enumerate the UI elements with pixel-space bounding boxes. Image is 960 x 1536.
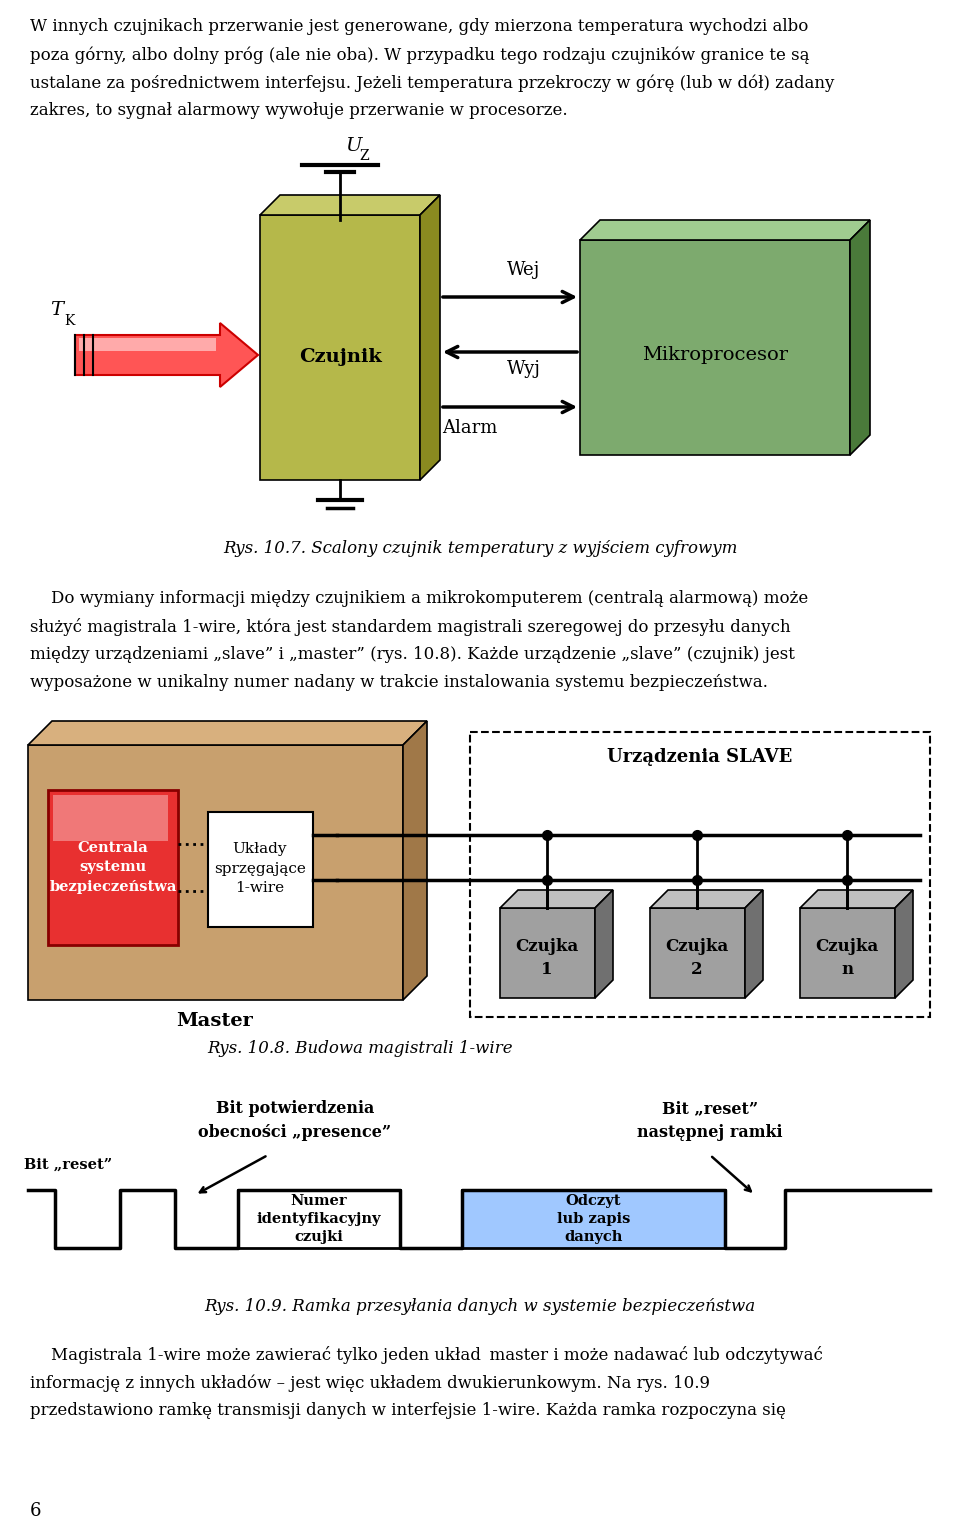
Text: Bit potwierdzenia: Bit potwierdzenia <box>216 1100 374 1117</box>
Text: przedstawiono ramkę transmisji danych w interfejsie 1-wire. Każda ramka rozpoczy: przedstawiono ramkę transmisji danych w … <box>30 1402 786 1419</box>
Text: Master: Master <box>177 1012 253 1031</box>
Polygon shape <box>28 745 403 1000</box>
Polygon shape <box>260 215 420 479</box>
Text: Mikroprocesor: Mikroprocesor <box>642 346 788 364</box>
Text: Rys. 10.8. Budowa magistrali 1-wire: Rys. 10.8. Budowa magistrali 1-wire <box>207 1040 513 1057</box>
Polygon shape <box>208 813 313 928</box>
Text: Odczyt
lub zapis
danych: Odczyt lub zapis danych <box>557 1193 630 1244</box>
Text: Bit „reset”: Bit „reset” <box>662 1100 758 1117</box>
Polygon shape <box>800 908 895 998</box>
Polygon shape <box>28 720 427 745</box>
Polygon shape <box>650 908 745 998</box>
Text: W innych czujnikach przerwanie jest generowane, gdy mierzona temperatura wychodz: W innych czujnikach przerwanie jest gene… <box>30 18 808 35</box>
Text: wyposażone w unikalny numer nadany w trakcie instalowania systemu bezpieczeństwa: wyposażone w unikalny numer nadany w tra… <box>30 674 768 691</box>
Polygon shape <box>79 338 216 352</box>
Polygon shape <box>895 889 913 998</box>
Polygon shape <box>500 889 613 908</box>
Text: Czujka
1: Czujka 1 <box>516 938 579 977</box>
Text: Czujka
n: Czujka n <box>815 938 878 977</box>
Text: następnej ramki: następnej ramki <box>637 1124 782 1141</box>
Text: Numer
identyfikacyjny
czujki: Numer identyfikacyjny czujki <box>256 1193 381 1244</box>
Polygon shape <box>48 790 178 945</box>
Text: Wyj: Wyj <box>507 359 540 378</box>
Polygon shape <box>580 240 850 455</box>
Polygon shape <box>420 195 440 479</box>
Text: Bit „reset”: Bit „reset” <box>24 1158 112 1172</box>
Text: Układy
sprzęgające
1-wire: Układy sprzęgające 1-wire <box>214 843 306 895</box>
Text: zakres, to sygnał alarmowy wywołuje przerwanie w procesorze.: zakres, to sygnał alarmowy wywołuje prze… <box>30 101 567 118</box>
Text: ustalane za pośrednictwem interfejsu. Jeżeli temperatura przekroczy w górę (lub : ustalane za pośrednictwem interfejsu. Je… <box>30 74 834 92</box>
Polygon shape <box>580 220 870 240</box>
Polygon shape <box>53 796 168 842</box>
Polygon shape <box>238 1190 400 1247</box>
Text: służyć magistrala 1-wire, która jest standardem magistrali szeregowej do przesył: służyć magistrala 1-wire, która jest sta… <box>30 617 791 636</box>
Text: informację z innych układów – jest więc układem dwukierunkowym. Na rys. 10.9: informację z innych układów – jest więc … <box>30 1375 710 1392</box>
Polygon shape <box>403 720 427 1000</box>
Text: Wej: Wej <box>508 261 540 280</box>
Polygon shape <box>500 908 595 998</box>
Text: Urządzenia SLAVE: Urządzenia SLAVE <box>608 748 793 766</box>
Polygon shape <box>800 889 913 908</box>
Text: Centrala
systemu
bezpieczeństwa: Centrala systemu bezpieczeństwa <box>49 840 177 894</box>
Text: Rys. 10.7. Scalony czujnik temperatury z wyjściem cyfrowym: Rys. 10.7. Scalony czujnik temperatury z… <box>223 541 737 558</box>
Polygon shape <box>595 889 613 998</box>
Text: 6: 6 <box>30 1502 41 1521</box>
Text: Magistrala 1-wire może zawierać tylko jeden układ  master i może nadawać lub odc: Magistrala 1-wire może zawierać tylko je… <box>30 1346 823 1364</box>
Text: U: U <box>345 137 361 155</box>
Polygon shape <box>462 1190 725 1247</box>
Text: między urządzeniami „slave” i „master” (rys. 10.8). Każde urządzenie „slave” (cz: między urządzeniami „slave” i „master” (… <box>30 647 795 664</box>
Text: obecności „presence”: obecności „presence” <box>199 1124 392 1141</box>
Polygon shape <box>75 323 258 387</box>
Text: Czujka
2: Czujka 2 <box>665 938 729 977</box>
Polygon shape <box>260 195 440 215</box>
Text: Z: Z <box>359 149 369 163</box>
Polygon shape <box>745 889 763 998</box>
Polygon shape <box>650 889 763 908</box>
Polygon shape <box>850 220 870 455</box>
Text: poza górny, albo dolny próg (ale nie oba). W przypadku tego rodzaju czujników gr: poza górny, albo dolny próg (ale nie oba… <box>30 46 809 63</box>
Text: Rys. 10.9. Ramka przesyłania danych w systemie bezpieczeństwa: Rys. 10.9. Ramka przesyłania danych w sy… <box>204 1298 756 1315</box>
Text: Czujnik: Czujnik <box>299 349 381 366</box>
Text: K: K <box>64 313 74 329</box>
Text: Alarm: Alarm <box>443 419 497 438</box>
Text: T: T <box>50 301 63 319</box>
Text: Do wymiany informacji między czujnikiem a mikrokomputerem (centralą alarmową) mo: Do wymiany informacji między czujnikiem … <box>30 590 808 607</box>
